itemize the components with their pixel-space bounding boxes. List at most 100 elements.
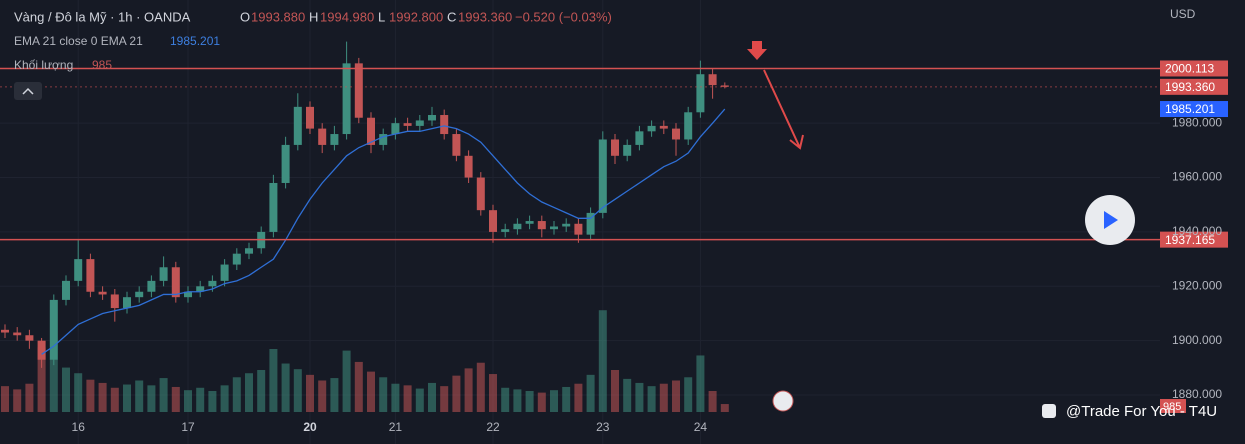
price-tag-label: 2000.113 [1165,62,1214,76]
candle-body [98,291,107,295]
volume-bar [574,383,583,412]
volume-bar [489,374,497,412]
price-tag-label: 1985.201 [1165,102,1215,116]
candle-body [415,120,424,126]
candle-body [391,123,400,135]
volume-bar [598,310,607,412]
volume-bar [147,385,156,412]
play-icon [1104,211,1118,229]
volume-bar [562,386,571,412]
y-tick-label: 1900.000 [1172,333,1222,347]
volume-bar [391,383,400,412]
volume-bar [403,385,412,412]
volume-bar [537,392,546,412]
candle-body [428,115,436,121]
volume-bar [86,379,95,412]
trend-arrow [763,69,804,150]
candle-body [306,106,314,129]
candle-body [537,221,546,230]
currency: USD [1170,7,1196,21]
volume-bar [257,370,266,412]
volume-bar [232,377,241,412]
candle-body [86,259,95,292]
ohlc-key: C [447,9,456,24]
indicator: EMA 21 close 0 EMA 21 [14,34,143,48]
price-tag-label: 1993.360 [1165,80,1215,94]
volume-bar [428,382,436,412]
volume-bar [342,350,351,412]
ohlc-value: 1993.880 [251,9,305,24]
collapse-icon [22,87,34,95]
y-tick-label: 1960.000 [1172,170,1222,184]
candle-body [367,117,375,145]
volume-bar [98,382,107,412]
candle-body [37,340,46,360]
x-tick-label: 23 [596,420,610,434]
x-tick-label: 17 [181,420,195,434]
volume-bar [281,363,290,412]
volume-bar [367,371,375,412]
volume-bar [220,385,229,412]
collapse-button[interactable] [14,82,42,100]
volume-tag [1160,399,1186,413]
symbol: Vàng / Đô la Mỹ · 1h · OANDA [14,9,191,24]
volume-bar [306,374,314,412]
volume-tag-label: 985 [1163,401,1181,413]
volume-bar [74,373,83,412]
volume-bar [330,378,339,412]
volume-bar [25,383,34,412]
candle-body [232,253,241,265]
candle-body [720,85,729,87]
ema-line [41,108,726,355]
candle-body [501,229,510,232]
ohlc-value: 1994.980 [320,9,374,24]
x-tick-label: 20 [303,420,317,434]
candle-body [647,125,656,132]
volume-bar [672,380,680,412]
volume-bar [684,377,693,412]
price-tag [1160,101,1228,118]
candle-body [110,294,119,309]
volume-bar [196,387,205,412]
price-tag-label: 1937.165 [1165,233,1215,247]
candle-body [598,139,607,213]
volume-bar [49,359,58,412]
x-tick-label: 22 [486,420,500,434]
y-tick-label: 1980.000 [1172,115,1222,129]
volume-bar [464,368,473,412]
candle-body [74,259,83,281]
x-tick-label: 21 [389,420,403,434]
volume-bar [415,388,424,412]
candle-body [464,155,473,178]
volume-bar [110,387,119,412]
candle-body [525,221,534,224]
volume-bar [513,389,522,412]
candle-body [696,74,705,113]
candle-body [184,291,192,298]
volume-bar [647,386,656,412]
volume-bar [135,380,144,412]
candle-body [318,128,327,145]
volume-bar [171,386,180,412]
volume-bar [635,382,644,412]
volume-bar [245,373,253,412]
candle-body [62,280,70,300]
candle-body [330,134,339,145]
candle-body [171,267,180,298]
candle-body [342,63,351,135]
volume-bar [696,355,705,412]
price-tag [1160,78,1228,95]
candle-body [269,182,278,232]
candle-body [1,329,9,333]
down-arrow [747,41,767,60]
candle-body [196,286,205,292]
volume-bar [269,349,278,412]
volume-bar [354,361,363,412]
y-tick-label: 1880.000 [1172,387,1222,401]
volume-value: 985 [92,58,112,72]
volume-bar [123,384,131,412]
candle-body [635,131,644,145]
event-flag[interactable] [772,390,794,412]
x-tick-label: 16 [72,420,86,434]
volume-bar [1,386,9,412]
